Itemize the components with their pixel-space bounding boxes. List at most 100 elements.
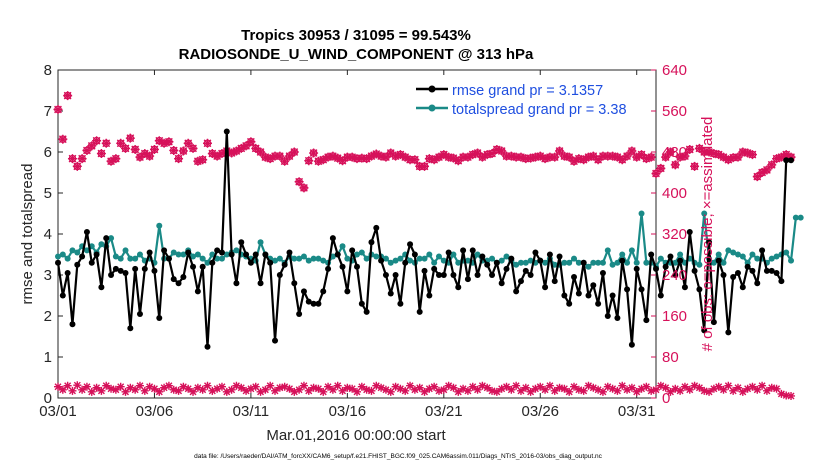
chart-title-line2: RADIOSONDE_U_WIND_COMPONENT @ 313 hPa (179, 46, 534, 63)
totalspread-point (69, 247, 76, 254)
totalspread-point (696, 261, 703, 268)
obs-low-point (478, 381, 487, 390)
totalspread-point (701, 210, 708, 217)
obs-assimilated-point (111, 154, 121, 164)
obs-assimilated-point (506, 151, 516, 161)
rmse-point (161, 247, 168, 254)
obs-assimilated-point (583, 152, 593, 162)
totalspread-point (276, 255, 283, 262)
obs-low-point (685, 385, 694, 394)
obs-low-point (758, 381, 767, 390)
rmse-point (691, 267, 698, 274)
obs-low-point (391, 382, 400, 391)
totalspread-point (387, 259, 394, 266)
rmse-point (638, 286, 645, 293)
totalspread-point (74, 249, 81, 256)
rmse-point (681, 284, 688, 291)
rmse-point (580, 259, 587, 266)
rmse-point (59, 292, 66, 299)
obs-low-point (328, 385, 337, 394)
rmse-point (98, 284, 105, 291)
obs-low-point (314, 384, 323, 393)
obs-low-point (140, 386, 149, 395)
obs-low-point (381, 385, 390, 394)
obs-low-point (613, 386, 622, 395)
rmse-point (165, 255, 172, 262)
rmse-point (315, 300, 322, 307)
rmse-point (590, 282, 597, 289)
totalspread-point (426, 251, 433, 258)
rmse-point (778, 278, 785, 285)
obs-low-point (97, 386, 106, 395)
obs-low-point (680, 382, 689, 391)
rmse-point (267, 259, 274, 266)
rmse-point (604, 313, 611, 319)
y-right-tick-label: 0 (662, 390, 670, 407)
rmse-point (431, 265, 438, 272)
totalspread-point (725, 247, 732, 254)
totalspread-point (599, 259, 606, 266)
obs-assimilated-point (656, 163, 666, 173)
rmse-point (334, 251, 341, 258)
obs-assimilated-point (362, 154, 372, 164)
obs-low-point (729, 386, 738, 395)
totalspread-point (421, 255, 428, 262)
obs-assimilated-point (564, 152, 574, 162)
rmse-point (426, 292, 433, 299)
obs-low-point (217, 382, 226, 391)
rmse-point (517, 278, 524, 285)
totalspread-point (522, 259, 529, 266)
rmse-point (662, 263, 669, 270)
y-left-tick-label: 1 (44, 349, 52, 366)
obs-assimilated-point (752, 172, 762, 182)
obs-assimilated-point (685, 144, 695, 154)
rmse-point (749, 267, 756, 274)
obs-low-point (714, 382, 723, 391)
obs-assimilated-point (135, 152, 145, 162)
y-right-tick-label: 480 (662, 144, 687, 161)
rmse-point (508, 255, 515, 262)
rmse-point (339, 263, 346, 270)
obs-assimilated-point (767, 160, 777, 170)
y-right-tick-label: 240 (662, 267, 687, 284)
obs-assimilated-point (318, 155, 328, 165)
rmse-point (734, 269, 741, 276)
rmse-point (103, 235, 110, 242)
obs-low-point (319, 387, 328, 396)
legend-spread-label: totalspread grand pr = 3.38 (452, 102, 627, 118)
obs-low-point (295, 385, 304, 394)
obs-assimilated-point (284, 151, 294, 161)
rmse-point (358, 300, 365, 307)
obs-low-point (652, 385, 660, 394)
totalspread-point (373, 253, 380, 260)
rmse-point (754, 280, 761, 287)
rmse-point (609, 292, 616, 299)
rmse-point (513, 288, 520, 295)
rmse-point (633, 265, 640, 272)
obs-assimilated-point (53, 104, 63, 114)
rmse-point (397, 300, 404, 307)
chart-title-line1: Tropics 30953 / 31095 = 99.543% (241, 27, 471, 44)
totalspread-point (792, 214, 799, 221)
obs-assimilated-point (598, 151, 608, 161)
obs-assimilated-point (439, 150, 449, 160)
obs-low-point (58, 385, 67, 394)
totalspread-point (638, 210, 645, 217)
rmse-point (117, 267, 124, 274)
obs-assimilated-point (82, 145, 92, 155)
rmse-point (132, 265, 139, 272)
obs-assimilated-point (77, 154, 87, 164)
obs-low-point (676, 386, 685, 395)
obs-assimilated-point (328, 151, 338, 161)
totalspread-point (677, 251, 684, 258)
rmse-point (701, 327, 708, 334)
obs-assimilated-point (366, 151, 376, 161)
obs-low-point (705, 387, 714, 396)
totalspread-point (180, 251, 187, 258)
legend: rmse grand pr = 3.1357 totalspread grand… (410, 80, 645, 122)
obs-assimilated-point (270, 151, 280, 161)
obs-assimilated-point (154, 136, 164, 146)
totalspread-point (358, 249, 365, 256)
obs-low-point (709, 384, 718, 393)
totalspread-point (397, 255, 404, 262)
